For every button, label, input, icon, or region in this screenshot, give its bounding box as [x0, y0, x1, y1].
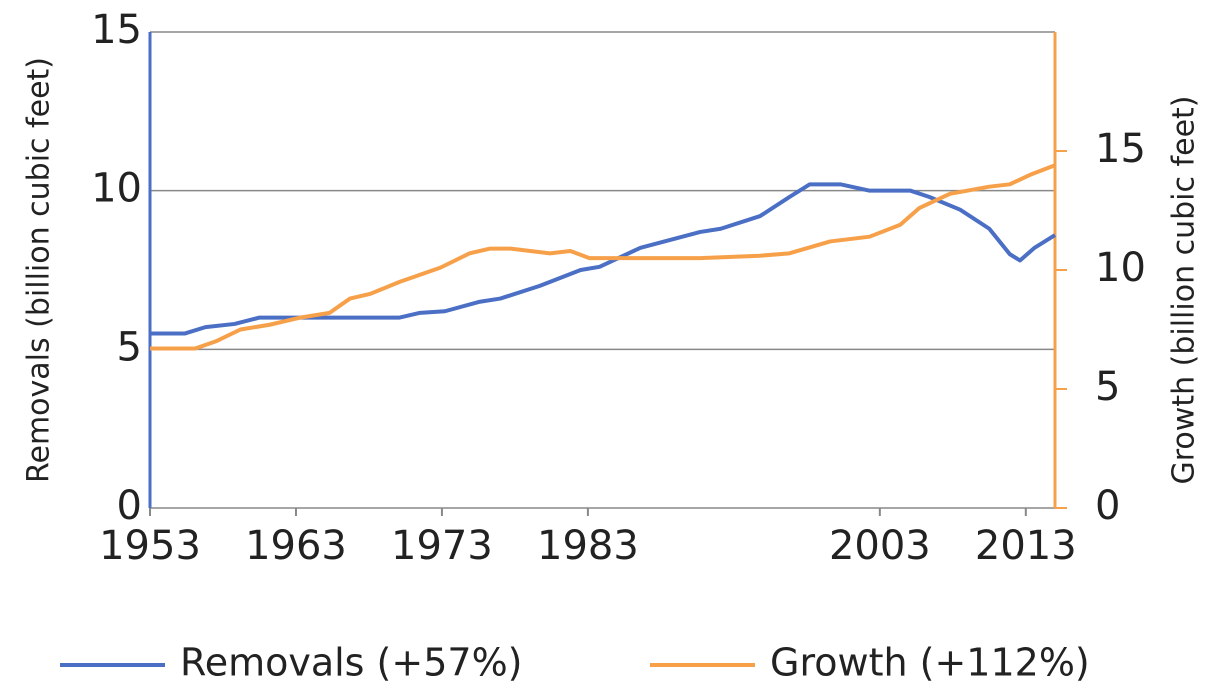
- legend-label: Removals (+57%): [180, 641, 523, 685]
- y-tick-label: 10: [91, 166, 142, 212]
- x-tick-label: 1973: [391, 523, 493, 569]
- legend-label: Growth (+112%): [770, 641, 1090, 685]
- x-tick-label: 2013: [975, 523, 1077, 569]
- series-line: [150, 182, 1057, 336]
- y2-tick-label: 0: [1095, 483, 1120, 529]
- y2-axis-label: Growth (billion cubic feet): [1167, 96, 1202, 485]
- series-line: [150, 163, 1056, 351]
- y-axis-label: Removals (billion cubic feet): [22, 57, 57, 483]
- y-tick-label: 0: [117, 483, 142, 529]
- y2-tick-label: 15: [1095, 126, 1146, 172]
- y2-tick-label: 10: [1095, 245, 1146, 291]
- y2-tick-label: 5: [1095, 364, 1120, 410]
- y-tick-label: 15: [91, 7, 142, 53]
- x-tick-label: 1963: [245, 523, 347, 569]
- x-tick-label: 1953: [99, 523, 201, 569]
- y-tick-label: 5: [117, 324, 142, 370]
- x-tick-label: 2003: [829, 523, 931, 569]
- x-tick-label: 1983: [537, 523, 639, 569]
